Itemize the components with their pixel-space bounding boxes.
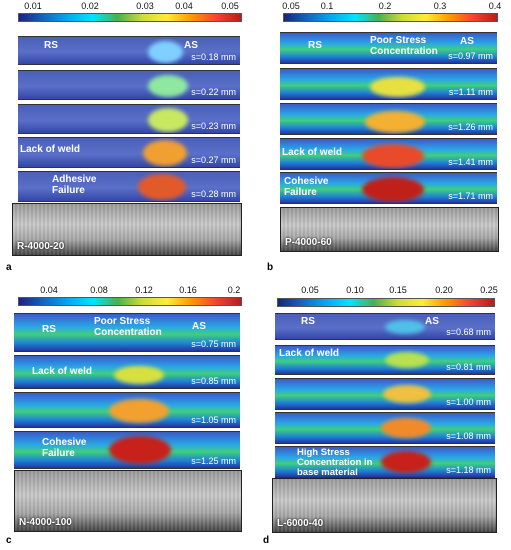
- tick-b-5: 0.4: [488, 1, 502, 11]
- dic-strip-a-1: RS AS s=0.18 mm: [18, 36, 240, 65]
- tick-d-5: 0.25: [480, 285, 498, 295]
- strain-a-4: s=0.27 mm: [191, 155, 236, 165]
- rs-label-b: RS: [308, 40, 322, 51]
- colorbar-b: [283, 13, 498, 22]
- tick-c-1: 0.04: [40, 285, 58, 295]
- strain-a-5: s=0.28 mm: [191, 189, 236, 199]
- tick-b-3: 0.2: [378, 1, 392, 11]
- tick-a-2: 0.02: [81, 1, 99, 11]
- tick-b-1: 0.05: [282, 1, 300, 11]
- strain-d-5: s=1.18 mm: [446, 465, 491, 475]
- strain-c-3: s=1.05 mm: [191, 415, 236, 425]
- colorbar-c: [18, 297, 242, 306]
- dic-strip-b-4: Lack of weld s=1.41 mm: [280, 138, 497, 170]
- rs-label-a: RS: [44, 40, 58, 51]
- strain-c-4: s=1.25 mm: [191, 456, 236, 466]
- tick-d-4: 0.20: [435, 285, 453, 295]
- as-label-a: AS: [184, 40, 198, 51]
- tick-a-1: 0.01: [24, 1, 42, 11]
- strain-b-1: s=0.97 mm: [448, 51, 493, 61]
- specimen-photo-a: R-4000-20: [12, 203, 242, 256]
- strain-b-5: s=1.71 mm: [448, 191, 493, 201]
- tick-c-2: 0.08: [90, 285, 108, 295]
- rs-label-c: RS: [42, 324, 56, 335]
- note-lack-a: Lack of weld: [20, 144, 81, 155]
- specimen-label-c: N-4000-100: [19, 517, 72, 528]
- strain-d-2: s=0.81 mm: [446, 362, 491, 372]
- panel-letter-d: d: [263, 535, 270, 546]
- strain-b-4: s=1.41 mm: [448, 157, 493, 167]
- strain-a-2: s=0.22 mm: [191, 87, 236, 97]
- as-label-d: AS: [425, 316, 439, 327]
- tick-d-3: 0.15: [389, 285, 407, 295]
- tick-a-5: 0.05: [221, 1, 239, 11]
- dic-strip-d-1: RS AS s=0.68 mm: [275, 313, 495, 340]
- specimen-photo-c: N-4000-100: [14, 470, 242, 532]
- tick-b-4: 0.3: [433, 1, 447, 11]
- tick-d-2: 0.10: [346, 285, 364, 295]
- colorbar-a: [18, 13, 242, 22]
- tick-d-1: 0.05: [301, 285, 319, 295]
- dic-strip-c-3: s=1.05 mm: [14, 392, 240, 428]
- specimen-label-d: L-6000-40: [277, 518, 324, 529]
- tick-c-5: 0.2: [227, 285, 241, 295]
- note-poor-c: Poor Stress Concentration: [94, 316, 162, 338]
- dic-strip-d-2: Lack of weld s=0.81 mm: [275, 345, 495, 375]
- strain-c-1: s=0.75 mm: [191, 339, 236, 349]
- strain-c-2: s=0.85 mm: [191, 376, 236, 386]
- dic-strip-d-4: s=1.08 mm: [275, 412, 495, 444]
- specimen-photo-d: L-6000-40: [272, 478, 497, 533]
- note-fail-d: High Stress Concentration in base materi…: [297, 447, 373, 478]
- tick-c-3: 0.12: [135, 285, 153, 295]
- as-label-c: AS: [192, 321, 206, 332]
- tick-a-4: 0.04: [175, 1, 193, 11]
- strain-d-3: s=1.00 mm: [446, 397, 491, 407]
- dic-strip-c-4: Cohesive Failure s=1.25 mm: [14, 431, 240, 469]
- dic-strip-d-5: High Stress Concentration in base materi…: [275, 446, 495, 478]
- strain-a-3: s=0.23 mm: [191, 121, 236, 131]
- dic-strip-c-1: RS Poor Stress Concentration AS s=0.75 m…: [14, 313, 240, 352]
- strain-a-1: s=0.18 mm: [191, 52, 236, 62]
- dic-strip-b-3: s=1.26 mm: [280, 103, 497, 135]
- as-label-b: AS: [460, 36, 474, 47]
- note-poor-b: Poor Stress Concentration: [370, 35, 438, 57]
- strain-d-1: s=0.68 mm: [446, 327, 491, 337]
- specimen-label-b: P-4000-60: [285, 237, 332, 248]
- panel-letter-c: c: [6, 535, 12, 546]
- colorbar-d: [277, 298, 495, 307]
- panel-letter-a: a: [6, 262, 12, 273]
- note-lack-b: Lack of weld: [282, 147, 343, 158]
- tick-a-3: 0.03: [136, 1, 154, 11]
- dic-strip-a-4: Lack of weld s=0.27 mm: [18, 137, 240, 168]
- note-lack-c: Lack of weld: [32, 366, 93, 377]
- tick-c-4: 0.16: [179, 285, 197, 295]
- dic-strip-a-3: s=0.23 mm: [18, 104, 240, 134]
- dic-strip-c-2: Lack of weld s=0.85 mm: [14, 355, 240, 389]
- specimen-label-a: R-4000-20: [17, 241, 65, 252]
- dic-strip-d-3: s=1.00 mm: [275, 378, 495, 410]
- strain-b-3: s=1.26 mm: [448, 122, 493, 132]
- dic-strip-a-5: Adhesive Failure s=0.28 mm: [18, 171, 240, 202]
- note-fail-b: Cohesive Failure: [284, 176, 329, 198]
- tick-b-2: 0.1: [320, 1, 334, 11]
- specimen-photo-b: P-4000-60: [280, 207, 499, 252]
- strain-d-4: s=1.08 mm: [446, 431, 491, 441]
- dic-strip-b-5: Cohesive Failure s=1.71 mm: [280, 172, 497, 204]
- rs-label-d: RS: [301, 316, 315, 327]
- dic-strip-b-2: s=1.11 mm: [280, 68, 497, 100]
- strain-b-2: s=1.11 mm: [448, 87, 493, 97]
- note-fail-a: Adhesive Failure: [52, 174, 97, 196]
- dic-strip-b-1: RS Poor Stress Concentration AS s=0.97 m…: [280, 32, 497, 64]
- panel-letter-b: b: [267, 262, 274, 273]
- dic-strip-a-2: s=0.22 mm: [18, 70, 240, 100]
- note-fail-c: Cohesive Failure: [42, 437, 87, 459]
- note-lack-d: Lack of weld: [279, 348, 340, 359]
